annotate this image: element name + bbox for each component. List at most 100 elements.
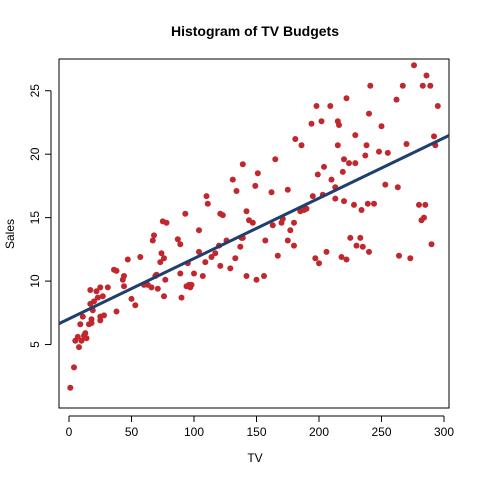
data-point-158 [416,201,422,208]
data-point-3 [74,333,81,340]
data-point-136 [353,242,360,249]
x-tick-label-0: 0 [66,425,73,439]
data-point-18 [93,288,100,295]
data-point-131 [346,160,352,167]
data-point-19 [94,294,101,301]
data-point-76 [229,176,236,183]
data-points [67,62,441,391]
data-point-163 [423,72,430,79]
data-point-34 [132,302,139,309]
plot-frame [58,58,450,409]
data-point-10 [83,335,90,342]
data-point-147 [376,148,382,155]
data-point-31 [121,283,127,290]
data-point-101 [291,242,297,249]
data-point-60 [188,281,195,288]
data-point-68 [208,254,215,260]
data-point-135 [352,160,359,167]
data-point-154 [399,82,406,89]
y-tick-label-5: 5 [28,341,42,348]
data-point-90 [261,273,267,279]
y-tick-label-10: 10 [28,274,42,288]
y-tick-label-20: 20 [28,147,42,161]
data-point-160 [419,82,426,89]
data-point-168 [434,103,441,109]
data-point-165 [428,241,435,248]
data-point-151 [393,96,400,103]
data-point-89 [254,170,261,177]
data-point-63 [196,227,202,234]
data-point-51 [174,236,181,243]
data-point-20 [97,284,104,291]
data-point-128 [341,156,347,163]
regression-line [58,134,450,325]
data-point-138 [358,207,365,213]
data-point-27 [113,267,120,274]
data-point-92 [268,189,275,196]
x-tick-label-300: 300 [434,425,454,439]
data-point-84 [243,273,250,279]
data-point-43 [154,285,161,292]
data-point-77 [232,255,239,262]
data-point-86 [249,219,256,226]
data-point-1 [71,364,77,371]
data-point-45 [158,250,165,257]
data-point-61 [191,270,197,277]
data-point-103 [292,136,299,142]
x-axis: 0 50 100 150 200 250 300 [66,415,454,439]
data-point-155 [403,141,410,147]
data-point-116 [321,163,327,170]
data-point-114 [318,118,325,125]
data-point-48 [161,293,167,300]
y-tick-label-15: 15 [28,211,42,225]
data-point-93 [269,222,276,229]
data-point-142 [364,200,371,207]
data-point-98 [284,186,291,193]
data-point-52 [177,241,184,248]
data-point-8 [79,313,86,320]
x-tick-label-150: 150 [246,425,266,439]
data-point-111 [313,103,320,109]
data-point-4 [76,344,82,351]
data-point-75 [227,265,234,272]
data-point-109 [309,193,316,200]
data-point-146 [371,200,377,207]
data-point-83 [243,208,250,215]
data-point-0 [67,384,74,391]
data-point-13 [87,287,94,293]
data-point-91 [262,237,269,244]
data-point-39 [149,237,156,244]
data-point-99 [284,237,291,244]
data-point-118 [327,103,334,109]
data-point-113 [316,260,322,267]
data-point-5 [78,337,85,344]
chart-title: Histogram of TV Budgets [171,23,339,39]
data-point-28 [113,308,120,315]
data-point-64 [199,273,206,279]
data-point-145 [367,82,374,89]
x-tick-label-50: 50 [125,425,139,439]
data-point-33 [128,295,135,302]
data-point-132 [347,234,354,241]
data-point-137 [357,234,364,241]
y-tick-label-25: 25 [28,84,42,98]
data-point-117 [323,248,330,255]
data-point-67 [204,200,211,207]
data-point-32 [124,256,131,263]
data-point-129 [343,95,350,102]
data-point-100 [287,227,294,234]
y-axis-label: Sales [3,219,17,249]
x-tick-label-200: 200 [309,425,329,439]
data-point-110 [312,255,319,262]
data-point-17 [91,298,97,305]
data-point-35 [137,254,144,260]
data-point-144 [366,248,372,255]
data-point-47 [161,255,167,262]
data-point-44 [157,259,164,266]
data-point-88 [253,276,260,283]
data-point-143 [366,110,372,117]
data-point-25 [104,284,111,291]
data-point-141 [363,142,370,149]
data-point-15 [88,320,95,326]
